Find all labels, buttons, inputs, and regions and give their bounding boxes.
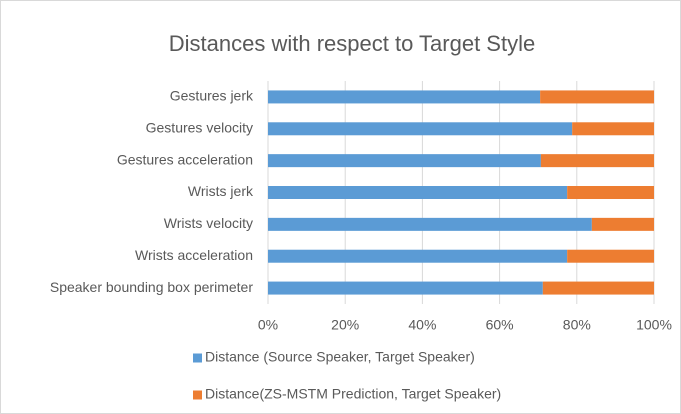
y-tick-label: Wrists jerk [188,183,254,199]
bar-segment [542,281,654,295]
bar-segment [268,217,592,231]
bar-segment [572,122,654,136]
bar-segment [567,249,654,263]
bar-segment [268,154,541,168]
x-tick-label: 60% [486,317,514,333]
bar-segment [268,122,573,136]
bar-segment [268,186,568,199]
bar-segment [268,249,568,263]
y-tick-label: Wrists velocity [164,215,253,231]
y-tick-label: Gestures jerk [170,88,254,104]
y-tick-label: Gestures acceleration [117,151,253,167]
legend-swatch [193,390,202,400]
legend-swatch [193,353,202,363]
legend-label: Distance (Source Speaker, Target Speaker… [205,349,475,365]
bar-segment [268,90,541,104]
x-tick-label: 20% [331,317,359,333]
x-tick-label: 0% [258,317,278,333]
bar-segment [540,90,654,104]
x-tick-label: 100% [636,317,672,333]
x-tick-label: 40% [408,317,436,333]
bar-segment [540,154,654,168]
bar-segment [268,281,543,295]
x-tick-label: 80% [563,317,591,333]
chart-title: Distances with respect to Target Style [169,31,535,56]
y-tick-label: Speaker bounding box perimeter [50,279,253,295]
y-tick-label: Gestures velocity [146,119,253,135]
y-tick-label: Wrists acceleration [135,247,253,263]
bar-segment [567,186,654,199]
legend-label: Distance(ZS-MSTM Prediction, Target Spea… [205,386,501,402]
bar-segment [591,217,654,231]
